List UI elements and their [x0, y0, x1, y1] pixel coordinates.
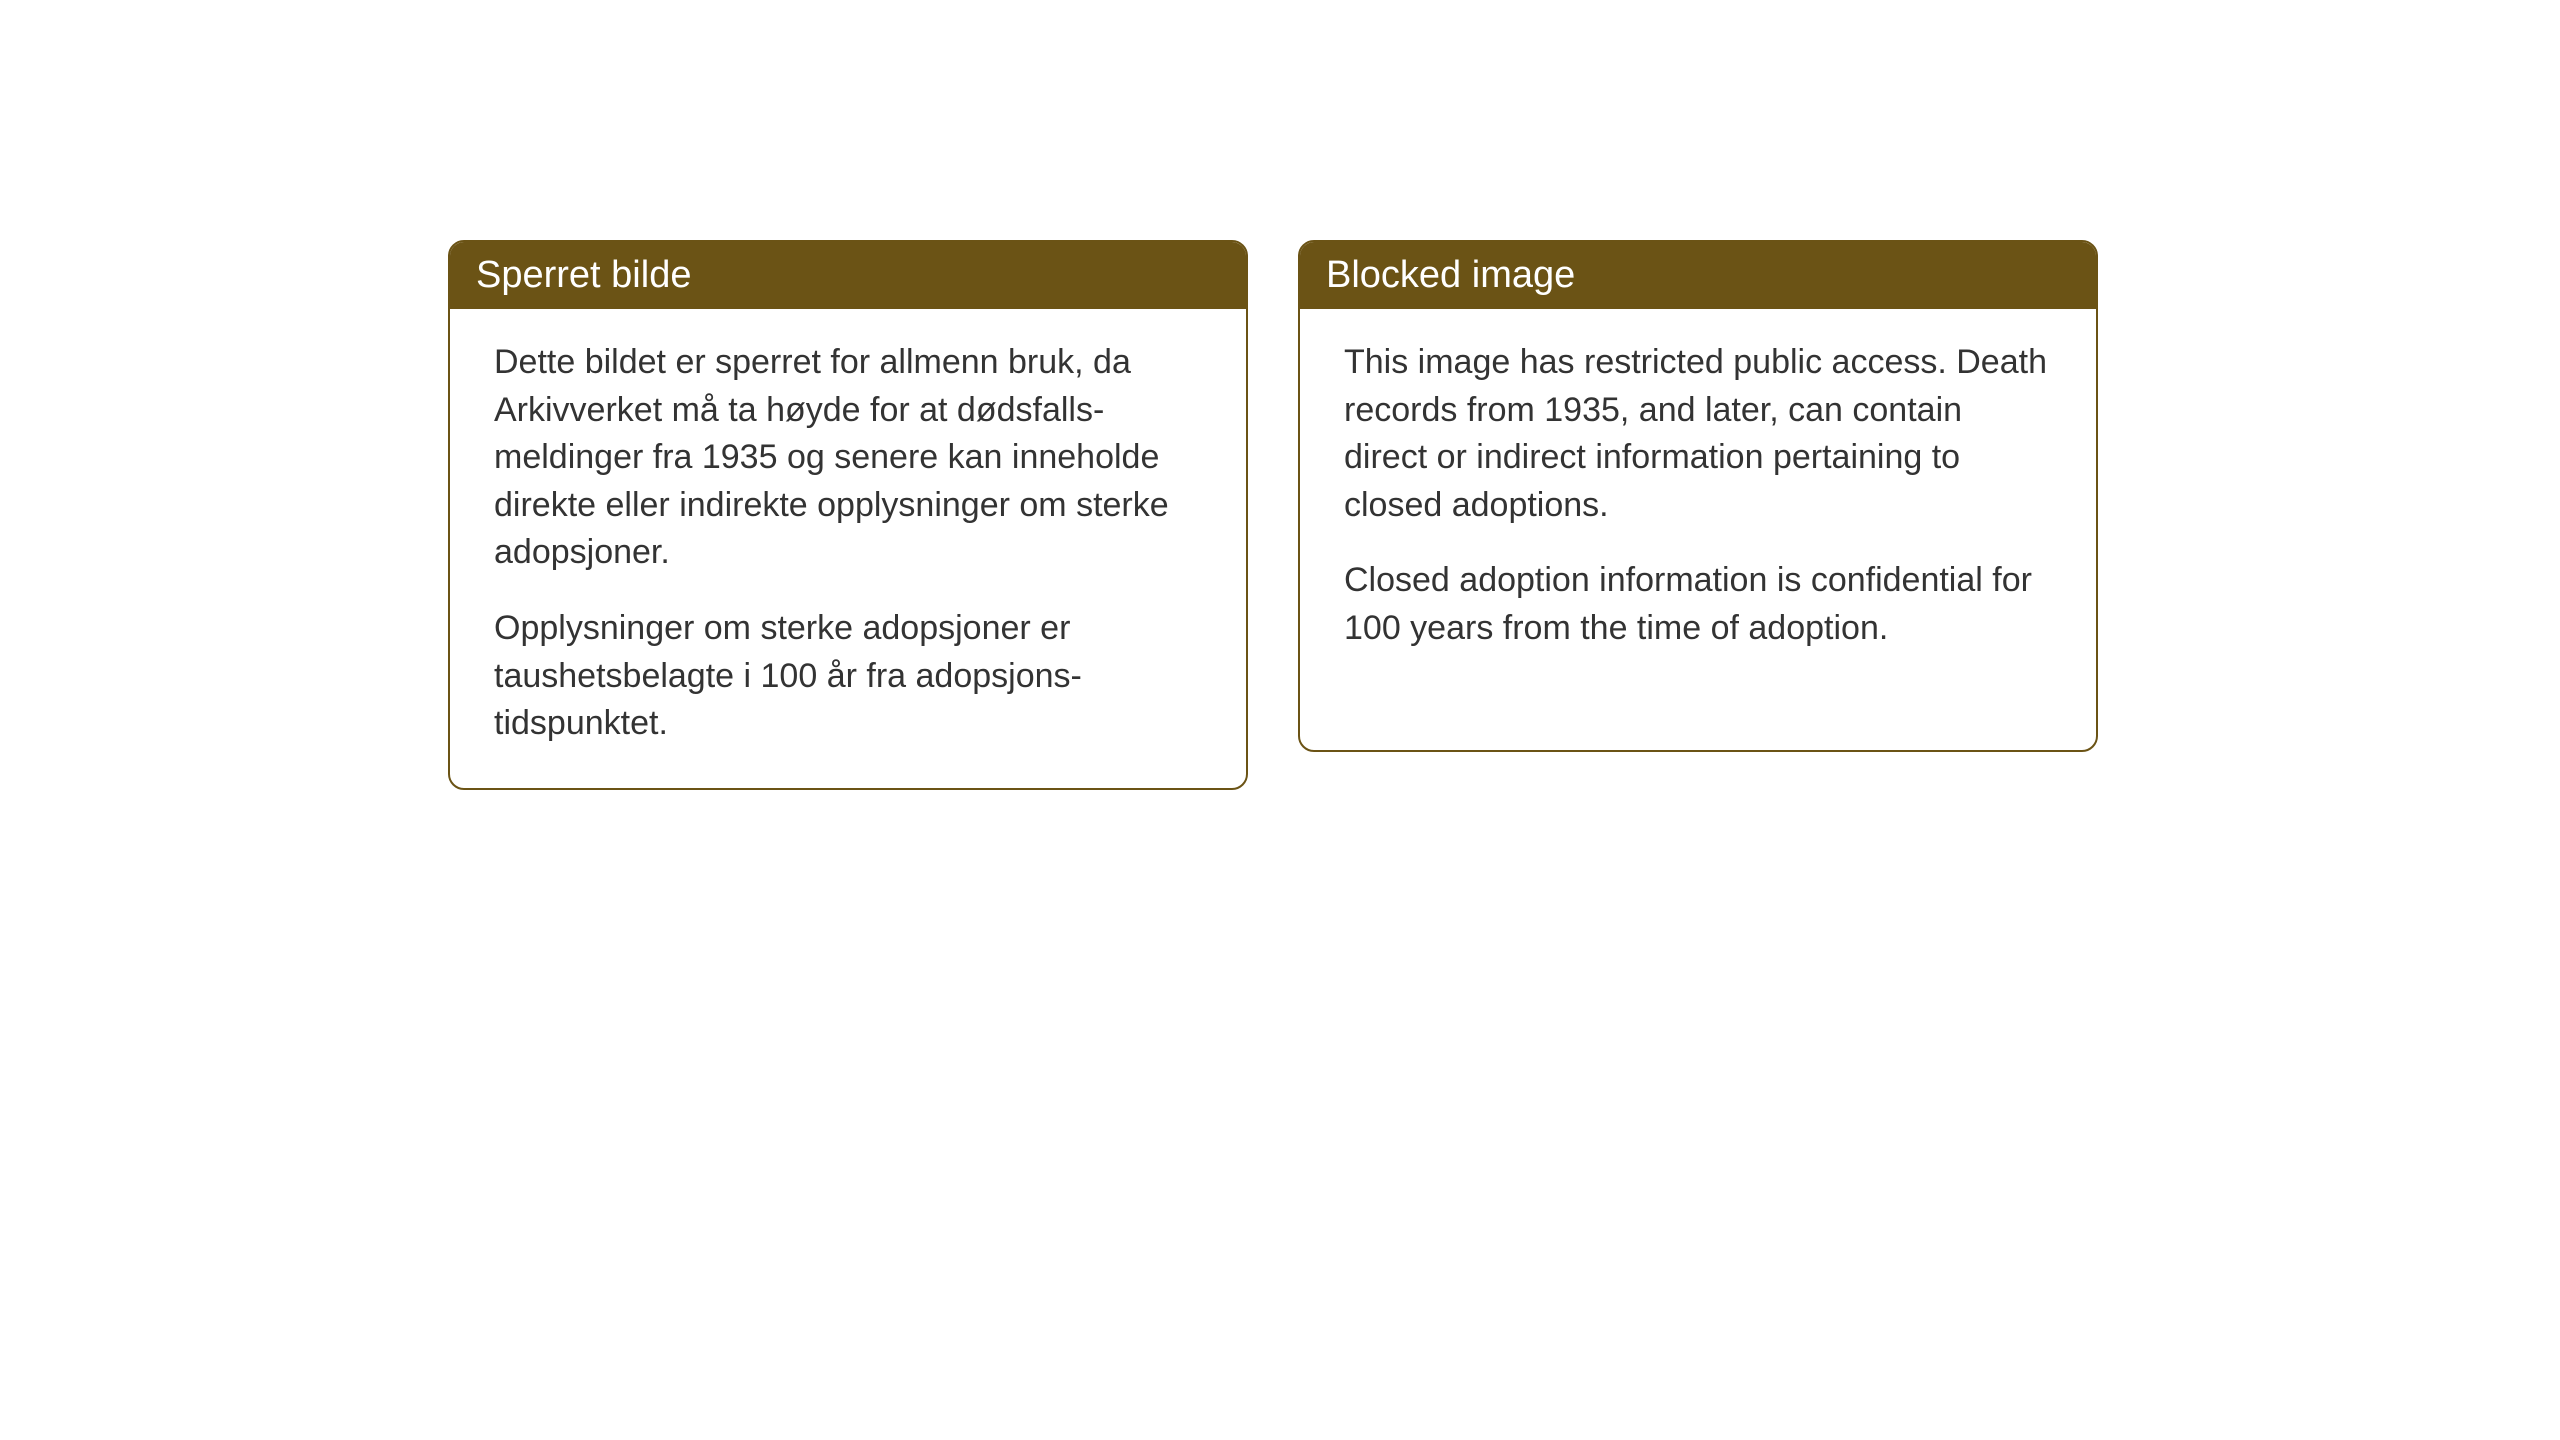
- norwegian-paragraph-2: Opplysninger om sterke adopsjoner er tau…: [494, 605, 1202, 748]
- norwegian-card-header: Sperret bilde: [450, 242, 1246, 309]
- english-paragraph-2: Closed adoption information is confident…: [1344, 557, 2052, 652]
- norwegian-paragraph-1: Dette bildet er sperret for allmenn bruk…: [494, 339, 1202, 577]
- cards-container: Sperret bilde Dette bildet er sperret fo…: [448, 240, 2098, 790]
- english-card-header: Blocked image: [1300, 242, 2096, 309]
- english-card-body: This image has restricted public access.…: [1300, 309, 2096, 693]
- english-card: Blocked image This image has restricted …: [1298, 240, 2098, 752]
- norwegian-card: Sperret bilde Dette bildet er sperret fo…: [448, 240, 1248, 790]
- norwegian-card-body: Dette bildet er sperret for allmenn bruk…: [450, 309, 1246, 788]
- english-paragraph-1: This image has restricted public access.…: [1344, 339, 2052, 529]
